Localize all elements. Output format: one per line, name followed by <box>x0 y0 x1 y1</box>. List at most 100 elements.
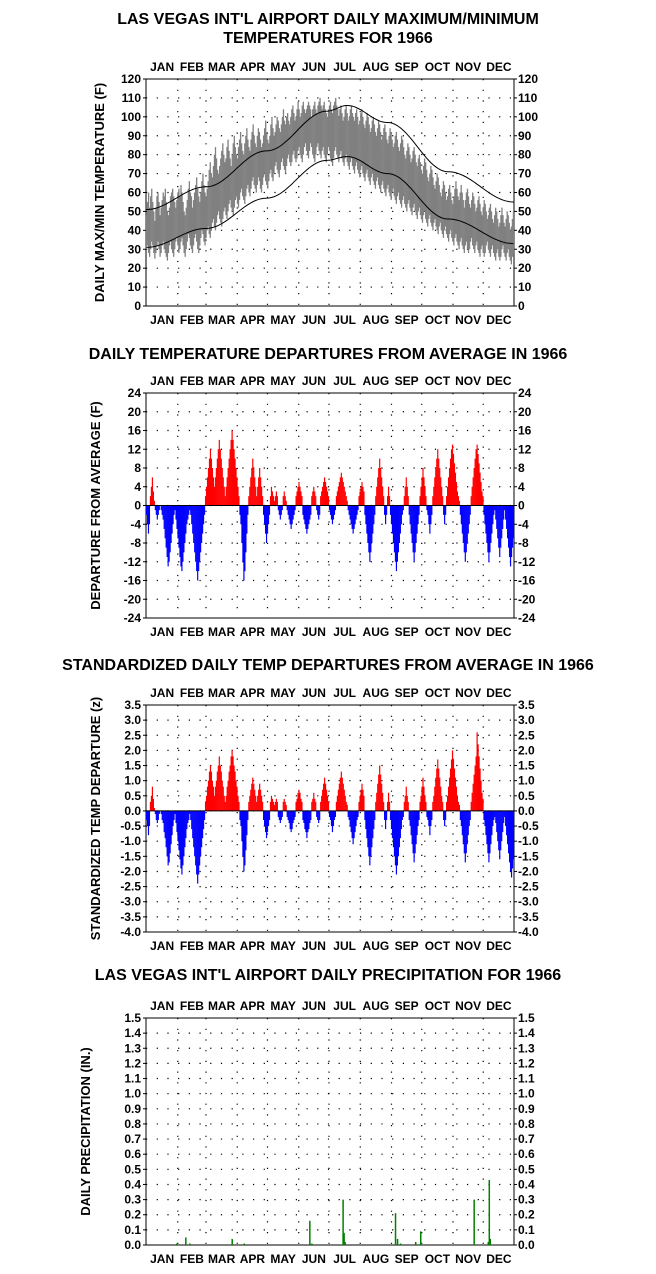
positive-departure-bar <box>273 500 276 506</box>
negative-departure-bar <box>499 505 501 558</box>
negative-departure-bar <box>188 810 190 821</box>
positive-departure-bar <box>262 496 264 506</box>
negative-departure-bar <box>512 505 515 539</box>
negative-departure-bar <box>506 505 508 529</box>
negative-departure-bar <box>156 810 158 824</box>
z-ytick-left: 2.0 <box>124 743 141 757</box>
negative-departure-bar <box>416 505 418 534</box>
dep-ytick-left: 12 <box>128 442 142 456</box>
negative-departure-bar <box>241 505 243 543</box>
negative-departure-bar <box>427 810 429 821</box>
dep-month-label-bottom: JUL <box>333 625 356 639</box>
positive-departure-bar <box>299 792 301 811</box>
positive-departure-bar <box>255 486 257 506</box>
negative-departure-bar <box>460 505 462 525</box>
negative-departure-bar <box>191 505 193 525</box>
positive-departure-bar <box>406 486 408 506</box>
z-ytick-left: -2.0 <box>120 864 141 878</box>
negative-departure-bar <box>279 810 281 824</box>
positive-departure-bar <box>312 491 314 506</box>
positive-departure-bar <box>337 789 339 811</box>
negative-departure-bar <box>306 505 308 534</box>
negative-departure-bar <box>309 505 311 520</box>
dep-ytick-right: 4 <box>518 480 525 494</box>
positive-departure-bar <box>342 482 344 506</box>
negative-departure-bar <box>177 810 179 842</box>
negative-departure-bar <box>265 505 268 543</box>
precip-ytick-left: 1.5 <box>124 1011 141 1025</box>
positive-departure-bar <box>454 777 457 811</box>
precip-month-label-bottom: AUG <box>363 1252 390 1266</box>
positive-departure-bar <box>314 491 316 506</box>
negative-departure-bar <box>484 505 486 525</box>
positive-departure-bar <box>209 449 212 506</box>
z-month-label-bottom: JUL <box>333 939 356 953</box>
negative-departure-bar <box>304 505 306 525</box>
positive-departure-bar <box>346 500 348 506</box>
negative-departure-bar <box>302 810 304 821</box>
negative-departure-bar <box>427 505 429 515</box>
negative-departure-bar <box>507 810 509 845</box>
precip-ytick-left: 0.7 <box>124 1132 141 1146</box>
negative-departure-bar <box>294 810 296 817</box>
precip-month-label-bottom: NOV <box>455 1252 481 1266</box>
precip-ytick-right: 1.1 <box>518 1072 535 1086</box>
negative-departure-bar <box>246 810 248 836</box>
positive-departure-bar <box>222 477 224 506</box>
positive-departure-bar <box>335 496 337 506</box>
negative-departure-bar <box>180 810 182 869</box>
negative-departure-bar <box>367 810 369 848</box>
negative-departure-bar <box>512 810 515 860</box>
precip-ylabel: DAILY PRECIPITATION (IN.) <box>78 1047 93 1216</box>
positive-departure-bar <box>475 449 477 506</box>
negative-departure-bar <box>497 505 499 539</box>
precip-ytick-right: 0.2 <box>518 1208 535 1222</box>
negative-departure-bar <box>461 505 463 534</box>
negative-departure-bar <box>445 810 447 821</box>
positive-departure-bar <box>474 458 476 506</box>
negative-departure-bar <box>316 810 318 817</box>
negative-departure-bar <box>170 505 172 543</box>
negative-departure-bar <box>415 505 417 543</box>
positive-departure-bar <box>324 482 327 506</box>
negative-departure-bar <box>368 810 370 857</box>
negative-departure-bar <box>459 810 461 821</box>
negative-departure-bar <box>385 505 388 515</box>
positive-departure-bar <box>478 463 480 506</box>
positive-departure-bar <box>447 795 449 811</box>
chart4-title: LAS VEGAS INT'L AIRPORT DAILY PRECIPITAT… <box>94 967 562 984</box>
negative-departure-bar <box>278 810 280 821</box>
temp-ytick-right: 90 <box>518 129 532 143</box>
negative-departure-bar <box>158 505 160 511</box>
positive-departure-bar <box>447 477 450 506</box>
dep-ytick-left: 8 <box>134 461 141 475</box>
positive-departure-bar <box>480 482 482 506</box>
positive-departure-bar <box>313 486 315 506</box>
negative-departure-bar <box>308 810 310 830</box>
positive-departure-bar <box>251 468 253 506</box>
positive-departure-bar <box>336 491 338 506</box>
negative-departure-bar <box>167 810 169 866</box>
z-ytick-right: 2.0 <box>518 743 535 757</box>
temp-ytick-right: 70 <box>518 167 532 181</box>
negative-departure-bar <box>352 505 354 534</box>
positive-departure-bar <box>206 477 209 506</box>
z-month-label-bottom: MAY <box>270 939 296 953</box>
negative-departure-bar <box>174 505 176 511</box>
negative-departure-bar <box>186 810 188 830</box>
negative-departure-bar <box>306 810 308 839</box>
negative-departure-bar <box>266 810 269 833</box>
negative-departure-bar <box>190 810 192 821</box>
positive-departure-bar <box>311 496 313 506</box>
negative-departure-bar <box>158 810 160 814</box>
positive-departure-bar <box>210 771 213 811</box>
negative-departure-bar <box>465 810 467 854</box>
negative-departure-bar <box>504 505 506 511</box>
positive-departure-bar <box>377 477 379 506</box>
z-month-label-bottom: APR <box>240 939 266 953</box>
positive-departure-bar <box>313 792 315 811</box>
negative-departure-bar <box>367 505 369 543</box>
positive-departure-bar <box>339 777 341 811</box>
positive-departure-bar <box>403 801 405 811</box>
negative-departure-bar <box>373 505 375 525</box>
